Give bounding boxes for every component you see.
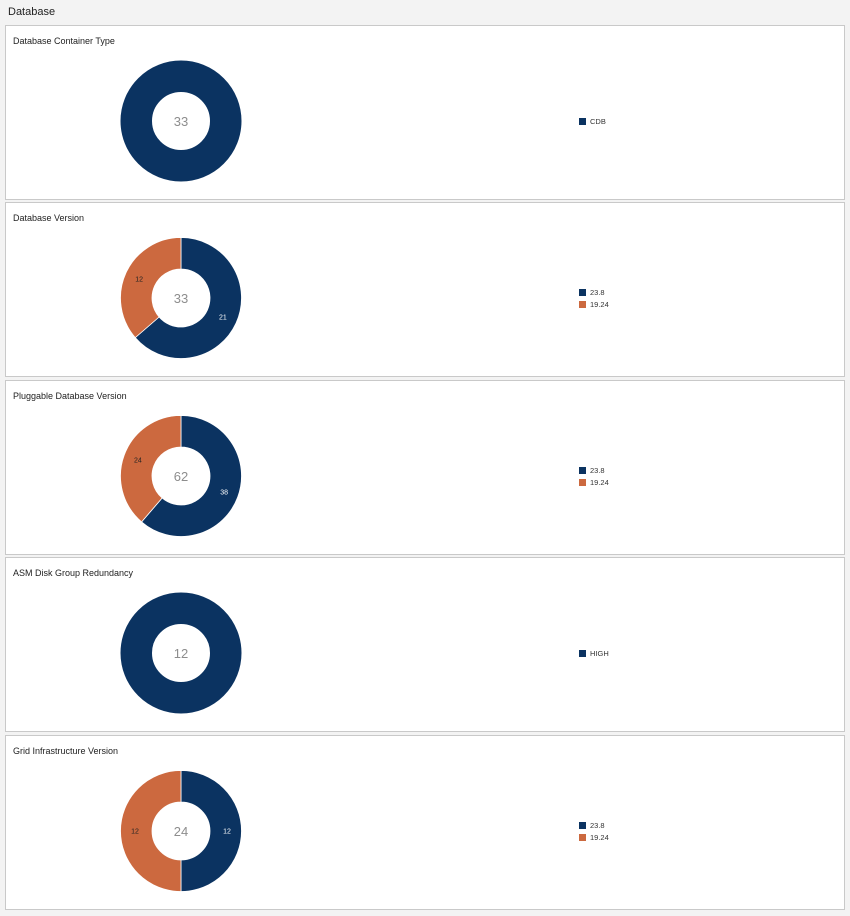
legend-item[interactable]: 19.24: [579, 831, 609, 843]
legend-item[interactable]: 19.24: [579, 298, 609, 310]
donut-slice[interactable]: [120, 237, 182, 339]
donut-chart: 38 24 62: [120, 415, 242, 537]
legend-item[interactable]: 23.8: [579, 286, 609, 298]
legend-swatch: [579, 466, 586, 474]
donut-slice[interactable]: [134, 237, 242, 359]
chart-title: Grid Infrastructure Version: [13, 746, 119, 756]
chart-panel-grid-version: Grid Infrastructure Version 12 12 24 23.8 1…: [5, 735, 845, 910]
slice-value-label: 21: [219, 315, 227, 322]
donut-slice[interactable]: [120, 60, 242, 182]
chart-title: Database Version: [13, 213, 85, 223]
legend-label: 23.8: [590, 465, 605, 475]
legend-label: 19.24: [590, 299, 609, 309]
slice-value-label: 24: [134, 458, 142, 465]
chart-panel-pluggable-version: Pluggable Database Version 38 24 62 23.8 19…: [5, 380, 845, 555]
legend-swatch: [579, 833, 586, 841]
donut-slice[interactable]: [120, 415, 182, 523]
chart-legend: 23.8 19.24: [579, 464, 609, 488]
legend-swatch: [579, 478, 586, 486]
slice-value-label: 12: [131, 829, 139, 836]
slice-value-label: 12: [135, 276, 143, 283]
legend-item[interactable]: 23.8: [579, 819, 609, 831]
donut-chart: 12: [120, 592, 242, 714]
legend-label: 23.8: [590, 820, 605, 830]
legend-swatch: [579, 117, 586, 125]
chart-legend: CDB: [579, 115, 606, 127]
chart-panel-database-version: Database Version 21 12 33 23.8 19.24: [5, 202, 845, 377]
donut-center-total: 33: [174, 114, 188, 129]
donut-slice[interactable]: [120, 770, 182, 892]
donut-center-total: 12: [174, 646, 188, 661]
chart-legend: 23.8 19.24: [579, 286, 609, 310]
slice-value-label: 12: [223, 829, 231, 836]
donut-center-total: 62: [174, 469, 188, 484]
legend-label: HIGH: [590, 648, 609, 658]
donut-chart: 33: [120, 60, 242, 182]
legend-item[interactable]: CDB: [579, 115, 606, 127]
legend-label: CDB: [590, 116, 606, 126]
chart-legend: HIGH: [579, 647, 609, 659]
donut-center-total: 24: [174, 824, 188, 839]
legend-swatch: [579, 288, 586, 296]
chart-panel-asm-redundancy: ASM Disk Group Redundancy 12 HIGH: [5, 557, 845, 732]
legend-label: 19.24: [590, 832, 609, 842]
legend-swatch: [579, 300, 586, 308]
chart-title: Pluggable Database Version: [13, 391, 127, 401]
legend-item[interactable]: 19.24: [579, 476, 609, 488]
legend-label: 23.8: [590, 287, 605, 297]
chart-panel-container-type: Database Container Type 33 CDB: [5, 25, 845, 200]
slice-value-label: 38: [220, 489, 228, 496]
legend-swatch: [579, 821, 586, 829]
chart-legend: 23.8 19.24: [579, 819, 609, 843]
page-title: Database: [8, 6, 56, 18]
legend-swatch: [579, 649, 586, 657]
donut-chart: 21 12 33: [120, 237, 242, 359]
legend-item[interactable]: HIGH: [579, 647, 609, 659]
donut-slice[interactable]: [180, 770, 242, 892]
chart-title: ASM Disk Group Redundancy: [13, 568, 134, 578]
donut-center-total: 33: [174, 291, 188, 306]
chart-title: Database Container Type: [13, 36, 115, 46]
donut-slice[interactable]: [120, 592, 242, 714]
donut-slice[interactable]: [141, 415, 242, 537]
donut-chart: 12 12 24: [120, 770, 242, 892]
legend-label: 19.24: [590, 477, 609, 487]
chart-panels: Database Container Type 33 CDB Database …: [5, 25, 845, 910]
legend-item[interactable]: 23.8: [579, 464, 609, 476]
